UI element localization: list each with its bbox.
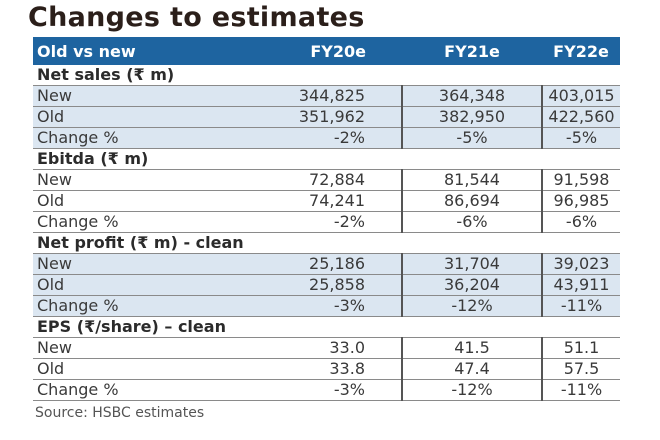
table-title: Changes to estimates <box>28 2 365 33</box>
value-cell: -2% <box>201 211 403 233</box>
row-label: Change % <box>33 295 201 317</box>
row-label: Change % <box>33 127 201 149</box>
value-cell: -11% <box>542 379 620 401</box>
section-header-row: Ebitda (₹ m) <box>33 148 620 170</box>
value-cell: 74,241 <box>201 190 403 212</box>
value-cell: 91,598 <box>542 169 620 191</box>
value-cell: 25,186 <box>201 253 403 275</box>
value-cell: 422,560 <box>542 106 620 128</box>
table-row: Change % -2% -5% -5% <box>33 127 620 149</box>
table-row: New 25,186 31,704 39,023 <box>33 253 620 275</box>
value-cell: 344,825 <box>201 85 403 107</box>
value-cell: -3% <box>201 295 403 317</box>
value-cell: 351,962 <box>201 106 403 128</box>
table-row: New 72,884 81,544 91,598 <box>33 169 620 191</box>
table-row: Old 351,962 382,950 422,560 <box>33 106 620 128</box>
value-cell: 36,204 <box>402 274 543 296</box>
value-cell: 33.8 <box>201 358 403 380</box>
row-label: New <box>33 337 201 359</box>
section-header-row: EPS (₹/share) – clean <box>33 316 620 338</box>
section-label: Net profit (₹ m) - clean <box>33 232 620 254</box>
value-cell: 96,985 <box>542 190 620 212</box>
value-cell: 25,858 <box>201 274 403 296</box>
table-row: Old 33.8 47.4 57.5 <box>33 358 620 380</box>
row-label: Old <box>33 106 201 128</box>
value-cell: 39,023 <box>542 253 620 275</box>
estimates-table: Old vs new FY20e FY21e FY22e Net sales (… <box>33 37 620 401</box>
section-label: Net sales (₹ m) <box>33 65 620 86</box>
row-label: New <box>33 169 201 191</box>
value-cell: -6% <box>542 211 620 233</box>
value-cell: -12% <box>402 379 543 401</box>
value-cell: -2% <box>201 127 403 149</box>
section-label: Ebitda (₹ m) <box>33 148 620 170</box>
header-fy20e: FY20e <box>201 37 402 65</box>
row-label: Old <box>33 274 201 296</box>
table-row: Old 25,858 36,204 43,911 <box>33 274 620 296</box>
value-cell: 33.0 <box>201 337 403 359</box>
row-label: Change % <box>33 211 201 233</box>
header-label: Old vs new <box>33 37 201 65</box>
value-cell: 364,348 <box>402 85 543 107</box>
value-cell: 382,950 <box>402 106 543 128</box>
value-cell: -11% <box>542 295 620 317</box>
value-cell: 43,911 <box>542 274 620 296</box>
value-cell: 81,544 <box>402 169 543 191</box>
table-row: New 344,825 364,348 403,015 <box>33 85 620 107</box>
row-label: Old <box>33 190 201 212</box>
value-cell: 47.4 <box>402 358 543 380</box>
value-cell: 51.1 <box>542 337 620 359</box>
value-cell: 31,704 <box>402 253 543 275</box>
row-label: Old <box>33 358 201 380</box>
table-row: Change % -3% -12% -11% <box>33 295 620 317</box>
value-cell: -6% <box>402 211 543 233</box>
value-cell: 403,015 <box>542 85 620 107</box>
value-cell: 41.5 <box>402 337 543 359</box>
section-label: EPS (₹/share) – clean <box>33 316 620 338</box>
row-label: New <box>33 253 201 275</box>
table-row: Old 74,241 86,694 96,985 <box>33 190 620 212</box>
header-fy22e: FY22e <box>542 37 620 65</box>
value-cell: 86,694 <box>402 190 543 212</box>
value-cell: 72,884 <box>201 169 403 191</box>
value-cell: -5% <box>402 127 543 149</box>
section-header-row: Net sales (₹ m) <box>33 65 620 86</box>
header-row: Old vs new FY20e FY21e FY22e <box>33 37 620 65</box>
value-cell: -5% <box>542 127 620 149</box>
table-row: New 33.0 41.5 51.1 <box>33 337 620 359</box>
row-label: Change % <box>33 379 201 401</box>
header-fy21e: FY21e <box>402 37 542 65</box>
section-header-row: Net profit (₹ m) - clean <box>33 232 620 254</box>
value-cell: 57.5 <box>542 358 620 380</box>
table-row: Change % -3% -12% -11% <box>33 379 620 401</box>
source-note: Source: HSBC estimates <box>35 405 205 421</box>
row-label: New <box>33 85 201 107</box>
value-cell: -12% <box>402 295 543 317</box>
table-row: Change % -2% -6% -6% <box>33 211 620 233</box>
value-cell: -3% <box>201 379 403 401</box>
